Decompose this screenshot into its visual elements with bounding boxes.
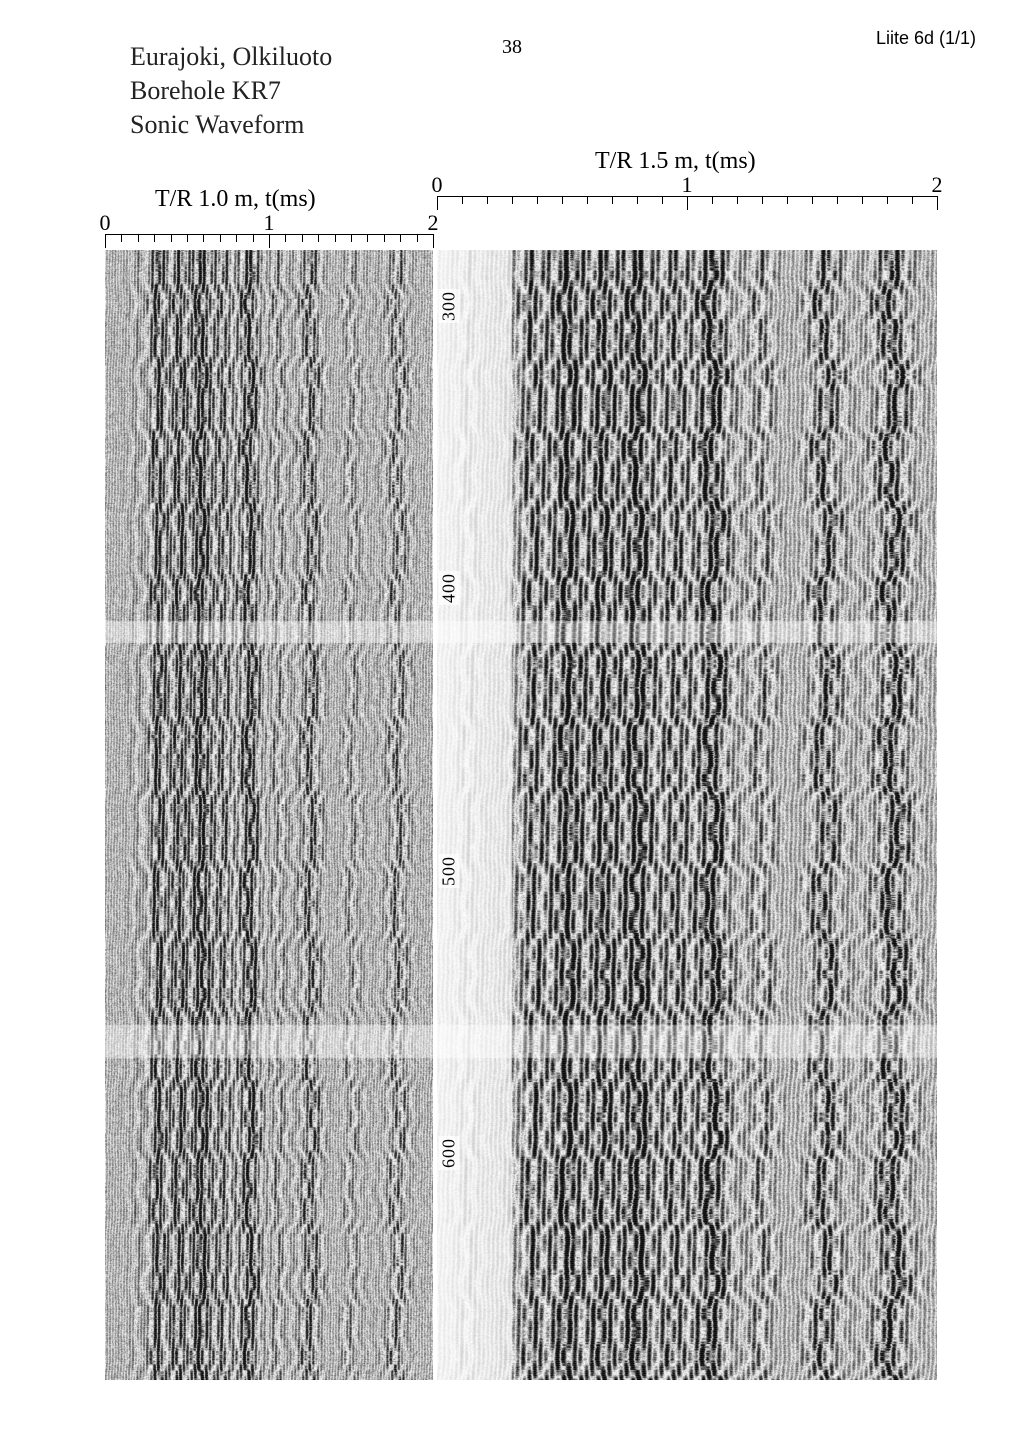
axis-area: T/R 1.5 m, t(ms) 012 T/R 1.0 m, t(ms) 01… xyxy=(105,150,954,250)
axis-left-ticks: 012 xyxy=(105,210,433,250)
axis-tick xyxy=(302,234,303,242)
header-line2: Borehole KR7 xyxy=(130,74,332,108)
axis-tick xyxy=(187,234,188,242)
header-block: Eurajoki, Olkiluoto Borehole KR7 Sonic W… xyxy=(130,40,332,141)
page-number: 38 xyxy=(502,36,522,59)
axis-tick-label: 0 xyxy=(100,210,111,236)
axis-tick xyxy=(105,234,106,248)
axis-tick xyxy=(762,196,763,204)
data-area: 300 400 500 600 xyxy=(105,250,937,1380)
panel-left xyxy=(105,250,433,1380)
axis-tick xyxy=(203,234,204,242)
axis-tick xyxy=(487,196,488,204)
waveform-right xyxy=(437,250,937,1380)
axis-tick xyxy=(912,196,913,204)
axis-tick-label: 1 xyxy=(682,172,693,198)
axis-tick-label: 0 xyxy=(432,172,443,198)
axis-tick xyxy=(285,234,286,242)
axis-tick xyxy=(253,234,254,242)
axis-tick xyxy=(512,196,513,204)
axis-tick xyxy=(837,196,838,204)
axis-tick-label: 2 xyxy=(428,210,439,236)
axis-tick xyxy=(417,234,418,242)
depth-label: 300 xyxy=(439,289,460,323)
axis-right-ticks: 012 xyxy=(437,172,937,212)
depth-label: 500 xyxy=(439,854,460,888)
axis-tick xyxy=(537,196,538,204)
axis-tick xyxy=(612,196,613,204)
axis-tick xyxy=(335,234,336,242)
axis-tick xyxy=(367,234,368,242)
axis-tick xyxy=(351,234,352,242)
axis-tick xyxy=(400,234,401,242)
panel-right: 300 400 500 600 xyxy=(437,250,937,1380)
axis-tick xyxy=(462,196,463,204)
axis-tick xyxy=(662,196,663,204)
axis-tick xyxy=(437,196,438,210)
appendix-label: Liite 6d (1/1) xyxy=(876,28,976,49)
header-line1: Eurajoki, Olkiluoto xyxy=(130,40,332,74)
axis-tick xyxy=(787,196,788,204)
axis-tick xyxy=(171,234,172,242)
axis-tick xyxy=(433,234,434,248)
axis-left-label: T/R 1.0 m, t(ms) xyxy=(155,186,316,213)
axis-right-label: T/R 1.5 m, t(ms) xyxy=(595,148,756,175)
axis-tick xyxy=(862,196,863,204)
axis-tick xyxy=(712,196,713,204)
axis-tick-label: 2 xyxy=(932,172,943,198)
axis-tick xyxy=(562,196,563,204)
header-line3: Sonic Waveform xyxy=(130,108,332,142)
axis-tick xyxy=(121,234,122,242)
depth-label: 600 xyxy=(439,1136,460,1170)
axis-tick xyxy=(887,196,888,204)
axis-tick xyxy=(737,196,738,204)
depth-label-strip: 300 400 500 600 xyxy=(437,250,463,1380)
axis-tick xyxy=(236,234,237,242)
axis-tick xyxy=(138,234,139,242)
axis-tick-label: 1 xyxy=(264,210,275,236)
axis-tick xyxy=(687,196,688,210)
axis-tick xyxy=(384,234,385,242)
axis-tick xyxy=(812,196,813,204)
axis-tick xyxy=(937,196,938,210)
axis-tick xyxy=(154,234,155,242)
axis-tick xyxy=(220,234,221,242)
depth-label: 400 xyxy=(439,571,460,605)
page-root: Liite 6d (1/1) 38 Eurajoki, Olkiluoto Bo… xyxy=(0,0,1024,1455)
axis-tick xyxy=(587,196,588,204)
axis-tick xyxy=(637,196,638,204)
axis-tick xyxy=(318,234,319,242)
waveform-left xyxy=(105,250,433,1380)
axis-tick xyxy=(269,234,270,248)
